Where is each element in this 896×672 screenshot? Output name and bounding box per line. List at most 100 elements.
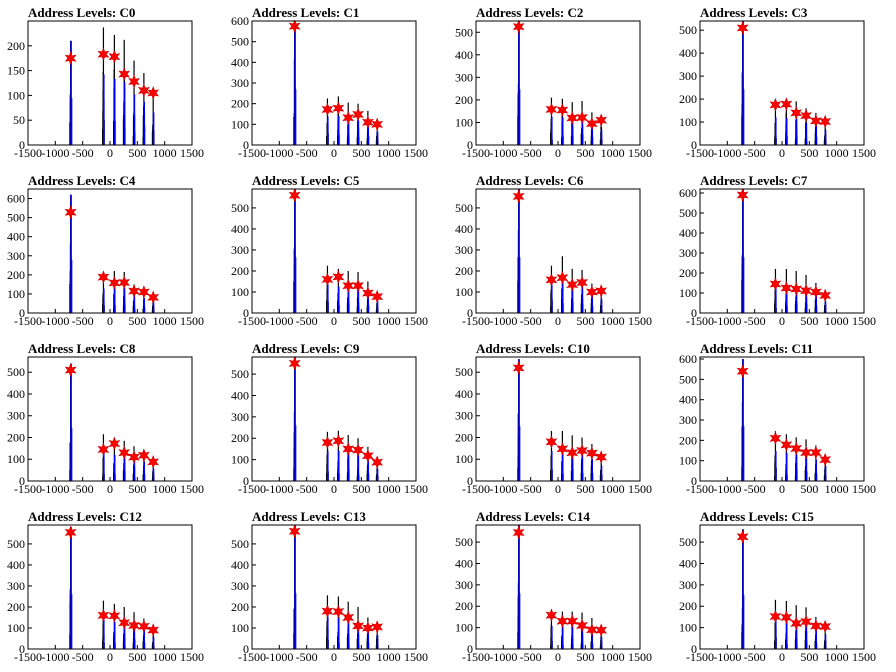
histogram-bar-blue: [550, 625, 553, 649]
peak-marker: [809, 285, 822, 299]
y-tick-label: 0: [467, 138, 473, 152]
x-tick-label: 1500: [852, 146, 876, 160]
histogram-bar-blue: [102, 452, 105, 481]
peak-marker: [566, 614, 579, 629]
histogram-bar-blue: [133, 94, 136, 145]
peak-marker: [118, 67, 131, 81]
histogram-bar-blue: [295, 257, 297, 313]
y-tick-label: 300: [455, 70, 473, 84]
y-tick-label: 300: [7, 579, 25, 593]
chart-panel: Address Levels: C1-1500 -1000 -500 0 500 1000…: [231, 5, 428, 160]
x-tick-label: -1000: [713, 650, 741, 664]
peak-marker: [769, 609, 782, 624]
histogram-bar-blue: [337, 115, 340, 145]
y-tick-label: 0: [243, 642, 249, 656]
histogram-bar-blue: [571, 119, 574, 145]
histogram-bar-blue: [581, 454, 584, 481]
peak-marker: [576, 110, 588, 125]
histogram-bar-blue: [743, 257, 745, 313]
x-tick-label: 500: [352, 314, 370, 328]
plot-frame: [699, 188, 865, 314]
x-tick-label: -500: [520, 482, 542, 496]
peak-marker: [800, 614, 812, 629]
peak-marker: [118, 615, 131, 630]
chart-panel: Address Levels: C14 -1500 -1000 -500 0 500 100…: [455, 509, 652, 664]
histogram-bar-blue: [347, 119, 350, 145]
peak-marker: [108, 276, 121, 290]
chart-title: Address Levels: C1: [252, 5, 359, 20]
peak-marker: [137, 83, 150, 98]
x-tick-label: 500: [800, 650, 818, 664]
y-tick-label: 0: [691, 306, 697, 320]
peak-marker: [576, 443, 588, 458]
histogram-bar-blue: [571, 626, 574, 649]
chart-title: Address Levels: C9: [252, 341, 360, 356]
y-tick-label: 100: [231, 285, 249, 299]
x-tick-label: 1000: [601, 314, 625, 328]
histogram-bar-blue: [774, 619, 777, 649]
peak-marker: [321, 435, 334, 450]
y-tick-label: 200: [679, 92, 697, 106]
y-tick-label: 300: [7, 409, 25, 423]
x-tick-label: -1000: [265, 482, 293, 496]
x-tick-label: -500: [72, 650, 94, 664]
histogram-bar-blue: [376, 468, 379, 481]
chart-panel: Address Levels: C9-1500 -1000 -500 0 500 1000…: [231, 341, 428, 496]
y-tick-label: 300: [231, 243, 249, 257]
histogram-bar-blue: [337, 286, 340, 313]
histogram-bar-blue: [785, 118, 788, 145]
peak-marker: [769, 97, 782, 112]
histogram-bar-blue: [795, 454, 798, 481]
plot-frame: [27, 524, 193, 650]
x-tick-label: 1000: [153, 650, 177, 664]
histogram-bar-blue: [815, 459, 818, 481]
x-tick-label: 0: [555, 482, 561, 496]
y-tick-label: 200: [231, 431, 249, 445]
chart-title: Address Levels: C11: [700, 341, 813, 356]
y-tick-label: 300: [231, 410, 249, 424]
x-tick-label: 0: [107, 314, 113, 328]
histogram-bar-blue: [337, 617, 340, 649]
x-tick-label: -500: [296, 650, 318, 664]
y-tick-label: 0: [243, 306, 249, 320]
y-tick-label: 300: [455, 578, 473, 592]
peak-marker: [809, 114, 822, 128]
y-tick-label: 100: [7, 621, 25, 635]
histogram-bar-blue: [743, 89, 745, 145]
histogram-bar-blue: [294, 21, 296, 145]
y-tick-label: 100: [679, 621, 697, 635]
chart-title: Address Levels: C10: [476, 341, 590, 356]
y-tick-label: 400: [679, 226, 697, 240]
x-tick-label: -500: [72, 314, 94, 328]
peak-marker: [800, 283, 812, 298]
y-tick-label: 200: [455, 430, 473, 444]
peak-marker: [556, 614, 569, 629]
peak-marker: [800, 108, 812, 123]
x-tick-label: 1000: [377, 482, 401, 496]
chart-title: Address Levels: C3: [700, 5, 808, 20]
histogram-bar-blue: [561, 626, 564, 649]
peak-marker: [64, 363, 77, 377]
peak-marker: [97, 270, 110, 284]
x-tick-label: 1000: [825, 314, 849, 328]
peak-marker: [566, 111, 579, 125]
x-tick-label: 0: [779, 314, 785, 328]
peak-marker: [800, 445, 812, 460]
peak-marker: [108, 608, 121, 623]
histogram-bar-blue: [591, 458, 594, 481]
histogram-bar-blue: [795, 622, 798, 649]
histogram-bar-blue: [785, 286, 788, 313]
histogram-bar-blue: [133, 460, 136, 481]
histogram-bar-blue: [357, 623, 360, 649]
histogram-bar-blue: [102, 620, 105, 649]
histogram-bar-blue: [123, 623, 126, 649]
y-tick-label: 400: [455, 222, 473, 236]
histogram-bar-blue: [376, 301, 379, 313]
peak-marker: [769, 277, 782, 291]
histogram-bar-blue: [805, 290, 808, 313]
peak-marker: [97, 608, 110, 623]
peak-marker: [108, 436, 121, 451]
x-tick-label: 500: [128, 146, 146, 160]
y-tick-label: 400: [7, 230, 25, 244]
histogram-bar-blue: [600, 465, 603, 481]
